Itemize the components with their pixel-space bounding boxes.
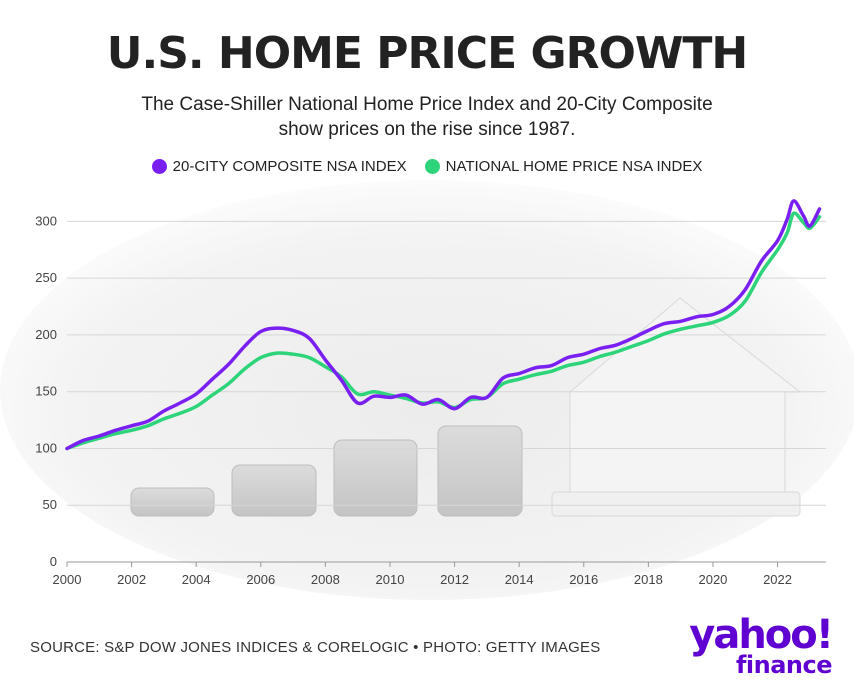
yahoo-finance-logo: yahoo! finance — [689, 612, 834, 679]
x-tick-label: 2012 — [440, 572, 469, 587]
chart-title: U.S. HOME PRICE GROWTH — [106, 28, 749, 79]
y-tick-label: 150 — [35, 384, 57, 399]
y-tick-label: 200 — [35, 327, 57, 342]
x-tick-label: 2020 — [698, 572, 727, 587]
series-group — [65, 199, 822, 451]
legend-item-national: NATIONAL HOME PRICE NSA INDEX — [424, 158, 703, 175]
legend-dot-national — [424, 159, 440, 174]
chart-subtitle: The Case-Shiller National Home Price Ind… — [141, 94, 713, 140]
x-tick-label: 2010 — [376, 572, 405, 587]
x-tick-label: 2002 — [117, 572, 146, 587]
x-tick-label: 2014 — [505, 572, 534, 587]
background-photo — [0, 180, 854, 600]
y-tick-label: 100 — [35, 440, 57, 455]
series-line-composite — [65, 199, 822, 451]
y-axis: 0 50 100 150 200 250 300 — [35, 213, 57, 569]
y-tick-label: 50 — [43, 497, 57, 512]
x-tick-label: 2022 — [763, 572, 792, 587]
x-tick-label: 2008 — [311, 572, 340, 587]
legend-label-composite: 20-CITY COMPOSITE NSA INDEX — [172, 158, 407, 175]
legend-dot-composite — [151, 159, 167, 174]
x-tick-label: 2018 — [634, 572, 663, 587]
x-tick-label: 2004 — [182, 572, 211, 587]
x-tick-label: 2016 — [569, 572, 598, 587]
source-note: SOURCE: S&P DOW JONES INDICES & CORELOGI… — [30, 639, 601, 656]
x-axis: 2000 2002 2004 2006 2008 2010 2012 2014 2016 2018… — [53, 562, 792, 587]
y-tick-label: 250 — [35, 270, 57, 285]
legend: 20-CITY COMPOSITE NSA INDEX NATIONAL HOM… — [0, 158, 854, 175]
legend-item-composite: 20-CITY COMPOSITE NSA INDEX — [151, 158, 407, 175]
logo-main: yahoo! — [689, 612, 834, 658]
logo-sub: finance — [735, 651, 833, 679]
y-tick-label: 0 — [50, 554, 57, 569]
x-tick-label: 2000 — [53, 572, 82, 587]
y-tick-label: 300 — [35, 213, 57, 228]
legend-label-national: NATIONAL HOME PRICE NSA INDEX — [445, 158, 703, 175]
x-tick-label: 2006 — [246, 572, 275, 587]
grid — [67, 220, 826, 506]
